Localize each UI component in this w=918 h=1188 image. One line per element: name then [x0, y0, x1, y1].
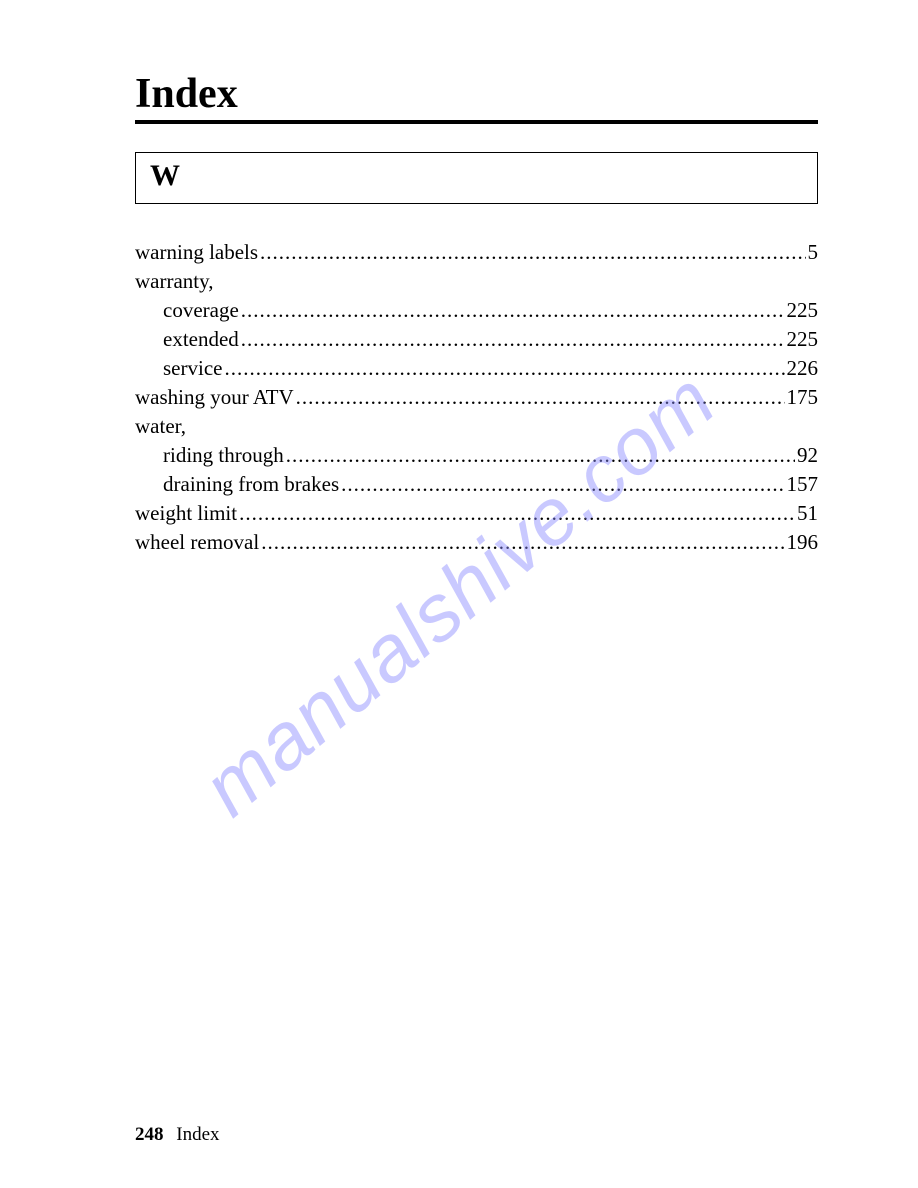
entry-page: 226	[787, 354, 819, 383]
manual-index-page: manualshive.com Index W warning labels5w…	[0, 0, 918, 1188]
footer-label: Index	[176, 1124, 219, 1145]
page-title: Index	[135, 70, 818, 118]
entry-page: 196	[787, 528, 819, 557]
dot-leader	[224, 354, 784, 383]
entry-label: wheel removal	[135, 528, 259, 557]
index-entry: water,	[135, 412, 818, 441]
index-entry: warranty,	[135, 267, 818, 296]
entry-label: coverage	[163, 296, 239, 325]
entry-page: 225	[787, 296, 819, 325]
entry-page: 5	[808, 238, 819, 267]
entry-label: riding through	[163, 441, 284, 470]
dot-leader	[260, 238, 805, 267]
dot-leader	[286, 441, 795, 470]
entry-label: extended	[163, 325, 239, 354]
entry-label: service	[163, 354, 222, 383]
index-entry: warning labels 5	[135, 238, 818, 267]
entry-label: draining from brakes	[163, 470, 339, 499]
index-entry: weight limit 51	[135, 499, 818, 528]
dot-leader	[296, 383, 785, 412]
index-subentry: riding through 92	[135, 441, 818, 470]
dot-leader	[261, 528, 784, 557]
entry-page: 157	[787, 470, 819, 499]
entry-page: 51	[797, 499, 818, 528]
page-footer: 248 Index	[135, 1124, 220, 1146]
index-subentry: coverage 225	[135, 296, 818, 325]
entry-label: water,	[135, 412, 186, 441]
section-letter-box: W	[135, 152, 818, 204]
footer-page-number: 248	[135, 1124, 164, 1145]
entry-label: weight limit	[135, 499, 237, 528]
dot-leader	[241, 325, 785, 354]
entry-page: 92	[797, 441, 818, 470]
entry-label: washing your ATV	[135, 383, 294, 412]
index-entries: warning labels5warranty,coverage225exten…	[135, 238, 818, 557]
dot-leader	[341, 470, 784, 499]
dot-leader	[241, 296, 785, 325]
section-letter: W	[150, 159, 180, 192]
entry-label: warning labels	[135, 238, 258, 267]
index-subentry: draining from brakes 157	[135, 470, 818, 499]
entry-label: warranty,	[135, 267, 214, 296]
index-subentry: service 226	[135, 354, 818, 383]
index-entry: washing your ATV 175	[135, 383, 818, 412]
index-subentry: extended 225	[135, 325, 818, 354]
entry-page: 175	[787, 383, 819, 412]
index-entry: wheel removal 196	[135, 528, 818, 557]
dot-leader	[239, 499, 795, 528]
entry-page: 225	[787, 325, 819, 354]
title-underline	[135, 120, 818, 124]
